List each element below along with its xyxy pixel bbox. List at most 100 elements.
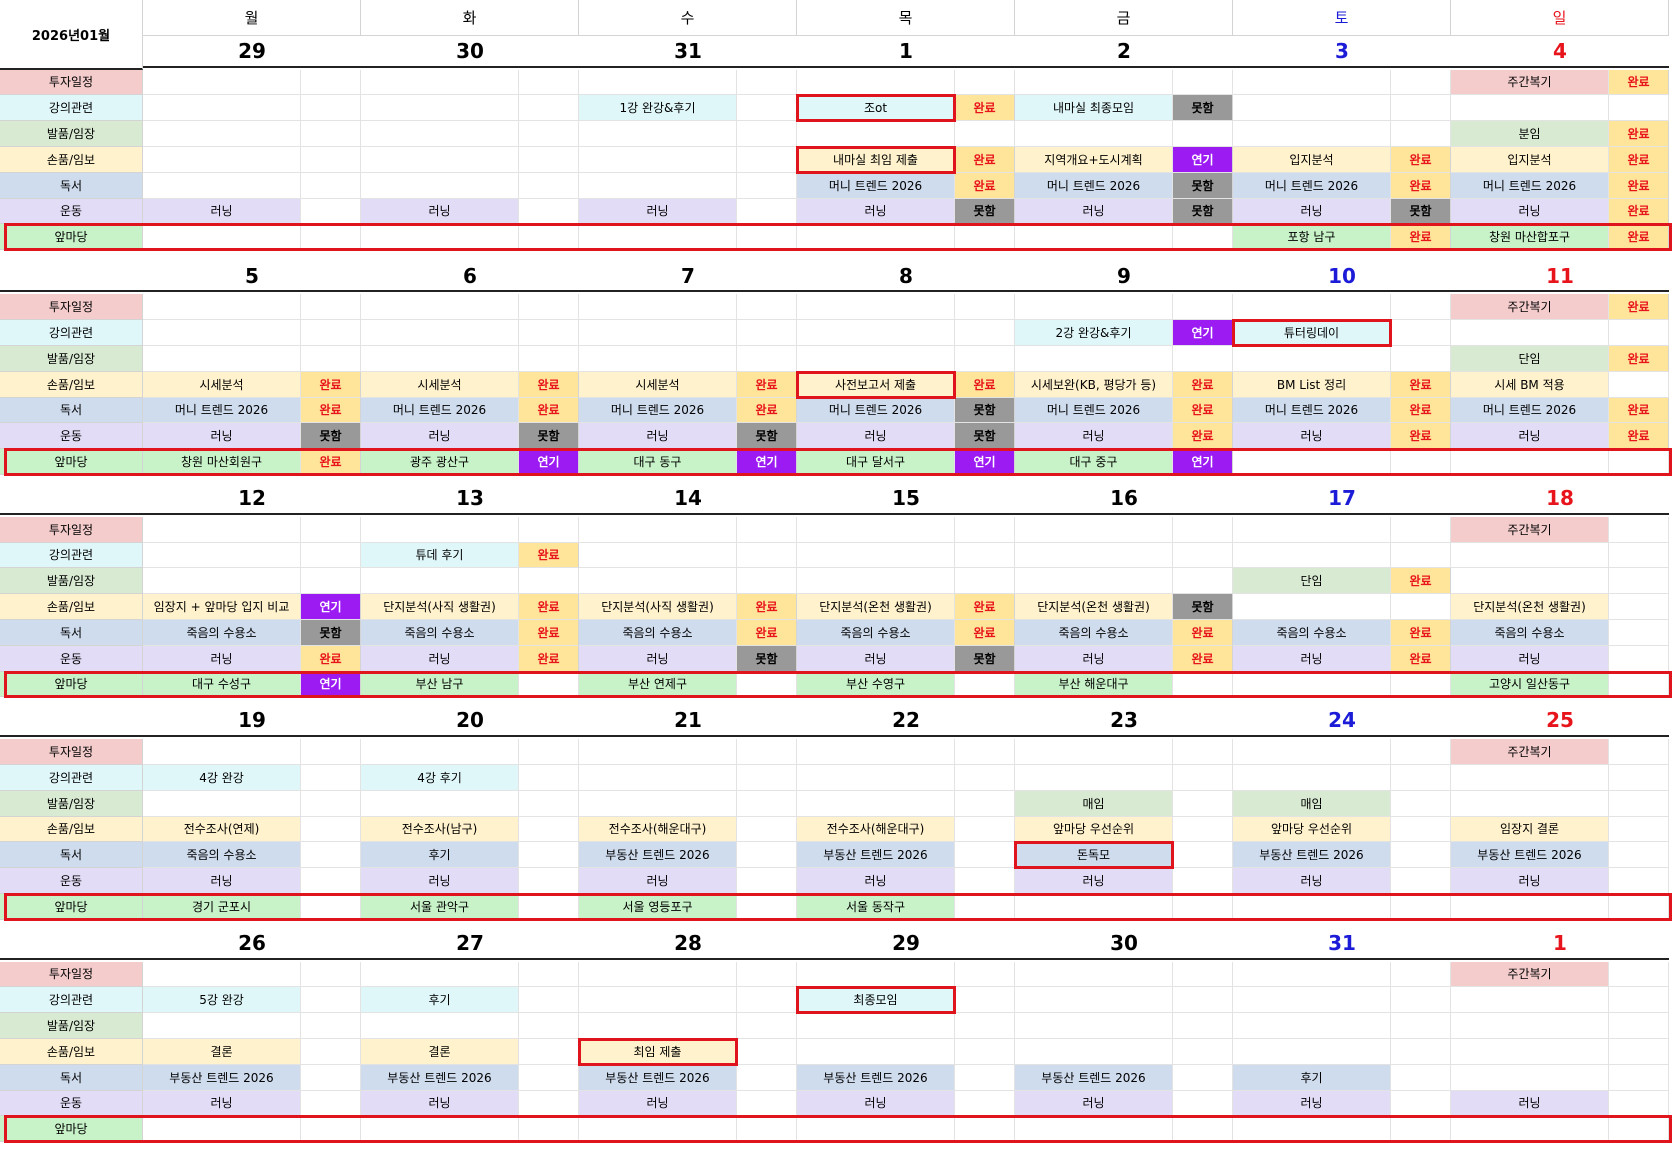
task-cell[interactable]: 러닝	[797, 198, 955, 225]
status-badge[interactable]: 못함	[519, 423, 579, 450]
status-badge[interactable]: 완료	[519, 620, 579, 646]
task-cell[interactable]: 매임	[1233, 790, 1391, 817]
status-badge[interactable]: 못함	[1391, 198, 1451, 225]
task-cell[interactable]: 4강 완강	[143, 765, 301, 791]
status-badge[interactable]: 못함	[737, 645, 797, 672]
task-cell[interactable]: 임장지 결론	[1451, 816, 1609, 843]
task-cell[interactable]: 2강 완강&후기	[1015, 320, 1173, 346]
task-cell[interactable]: 머니 트렌드 2026	[1233, 397, 1391, 424]
task-cell[interactable]: 임장지 + 앞마당 입지 비교	[143, 594, 301, 620]
task-cell[interactable]: 결론	[361, 1039, 519, 1065]
status-badge[interactable]: 못함	[955, 397, 1015, 424]
status-badge[interactable]: 완료	[519, 594, 579, 620]
task-cell[interactable]: 시세보완(KB, 평당가 등)	[1015, 371, 1173, 398]
task-cell[interactable]: 전수조사(남구)	[361, 816, 519, 843]
status-badge[interactable]: 연기	[737, 449, 797, 475]
status-badge[interactable]: 완료	[301, 371, 361, 398]
status-badge[interactable]: 못함	[955, 198, 1015, 225]
task-cell[interactable]: 시세분석	[143, 371, 301, 398]
task-cell[interactable]: BM List 정리	[1233, 371, 1391, 398]
status-badge[interactable]: 못함	[301, 620, 361, 646]
status-badge[interactable]: 완료	[1391, 645, 1451, 672]
task-cell[interactable]: 러닝	[1233, 868, 1391, 894]
task-cell[interactable]: 최임 제출	[579, 1039, 737, 1065]
status-badge[interactable]: 완료	[1609, 172, 1669, 199]
task-cell[interactable]: 부동산 트렌드 2026	[579, 1064, 737, 1091]
task-cell[interactable]: 단지분석(온천 생활권)	[1451, 594, 1609, 620]
status-badge[interactable]: 완료	[1609, 121, 1669, 147]
task-cell[interactable]: 러닝	[1451, 1090, 1609, 1117]
task-cell[interactable]: 단임	[1233, 568, 1391, 595]
task-cell[interactable]: 광주 광산구	[361, 449, 519, 475]
task-cell[interactable]: 죽음의 수용소	[797, 620, 955, 646]
task-cell[interactable]: 조ot	[797, 95, 955, 122]
task-cell[interactable]: 러닝	[1233, 198, 1391, 225]
task-cell[interactable]: 머니 트렌드 2026	[1015, 397, 1173, 424]
task-cell[interactable]: 창원 마산합포구	[1451, 224, 1609, 251]
task-cell[interactable]: 러닝	[579, 868, 737, 894]
status-badge[interactable]: 완료	[1173, 423, 1233, 450]
task-cell[interactable]: 부산 남구	[361, 671, 519, 698]
status-badge[interactable]: 완료	[1609, 397, 1669, 424]
task-cell[interactable]: 부동산 트렌드 2026	[361, 1064, 519, 1091]
task-cell[interactable]: 부동산 트렌드 2026	[1451, 842, 1609, 869]
task-cell[interactable]: 부동산 트렌드 2026	[579, 842, 737, 869]
task-cell[interactable]: 죽음의 수용소	[143, 842, 301, 869]
task-cell[interactable]: 러닝	[1451, 868, 1609, 894]
task-cell[interactable]: 죽음의 수용소	[1451, 620, 1609, 646]
status-badge[interactable]: 완료	[955, 371, 1015, 398]
status-badge[interactable]: 못함	[737, 423, 797, 450]
task-cell[interactable]: 시세 BM 적용	[1451, 371, 1609, 398]
status-badge[interactable]: 완료	[737, 620, 797, 646]
task-cell[interactable]: 러닝	[1233, 423, 1391, 450]
task-cell[interactable]: 전수조사(연제)	[143, 816, 301, 843]
status-badge[interactable]: 연기	[1173, 449, 1233, 475]
task-cell[interactable]: 머니 트렌드 2026	[143, 397, 301, 424]
task-cell[interactable]: 5강 완강	[143, 987, 301, 1014]
task-cell[interactable]: 러닝	[579, 423, 737, 450]
task-cell[interactable]: 시세분석	[361, 371, 519, 398]
task-cell[interactable]: 러닝	[361, 198, 519, 225]
task-cell[interactable]: 머니 트렌드 2026	[1451, 172, 1609, 199]
status-badge[interactable]: 완료	[1173, 620, 1233, 646]
task-cell[interactable]: 부동산 트렌드 2026	[1015, 1064, 1173, 1091]
task-cell[interactable]: 러닝	[361, 645, 519, 672]
task-cell[interactable]: 머니 트렌드 2026	[579, 397, 737, 424]
task-cell[interactable]: 러닝	[1015, 645, 1173, 672]
status-badge[interactable]: 완료	[519, 397, 579, 424]
status-badge[interactable]: 완료	[737, 397, 797, 424]
status-badge[interactable]: 못함	[301, 423, 361, 450]
task-cell[interactable]: 러닝	[1015, 198, 1173, 225]
task-cell[interactable]: 러닝	[1015, 868, 1173, 894]
status-badge[interactable]: 완료	[1391, 568, 1451, 595]
status-badge[interactable]: 완료	[955, 147, 1015, 173]
status-badge[interactable]: 완료	[1173, 397, 1233, 424]
task-cell[interactable]: 부동산 트렌드 2026	[797, 1064, 955, 1091]
task-cell[interactable]: 서울 영등포구	[579, 894, 737, 920]
task-cell[interactable]: 매임	[1015, 790, 1173, 817]
status-badge[interactable]: 못함	[1173, 95, 1233, 122]
task-cell[interactable]: 4강 후기	[361, 765, 519, 791]
task-cell[interactable]: 러닝	[143, 423, 301, 450]
status-badge[interactable]: 완료	[1609, 423, 1669, 450]
status-badge[interactable]: 완료	[1609, 69, 1669, 96]
task-cell[interactable]: 사전보고서 제출	[797, 371, 955, 398]
task-cell[interactable]: 러닝	[579, 1090, 737, 1117]
task-cell[interactable]: 러닝	[143, 198, 301, 225]
task-cell[interactable]: 1강 완강&후기	[579, 95, 737, 122]
status-badge[interactable]: 완료	[1391, 147, 1451, 173]
task-cell[interactable]: 단지분석(사직 생활권)	[579, 594, 737, 620]
status-badge[interactable]: 완료	[1391, 371, 1451, 398]
task-cell[interactable]: 대구 중구	[1015, 449, 1173, 475]
status-badge[interactable]: 완료	[1609, 147, 1669, 173]
status-badge[interactable]: 완료	[1173, 645, 1233, 672]
status-badge[interactable]: 완료	[1391, 172, 1451, 199]
status-badge[interactable]: 완료	[737, 594, 797, 620]
task-cell[interactable]: 포항 남구	[1233, 224, 1391, 251]
status-badge[interactable]: 연기	[301, 671, 361, 698]
task-cell[interactable]: 입지분석	[1233, 147, 1391, 173]
task-cell[interactable]: 부산 수영구	[797, 671, 955, 698]
task-cell[interactable]: 대구 동구	[579, 449, 737, 475]
status-badge[interactable]: 연기	[301, 594, 361, 620]
task-cell[interactable]: 머니 트렌드 2026	[1451, 397, 1609, 424]
